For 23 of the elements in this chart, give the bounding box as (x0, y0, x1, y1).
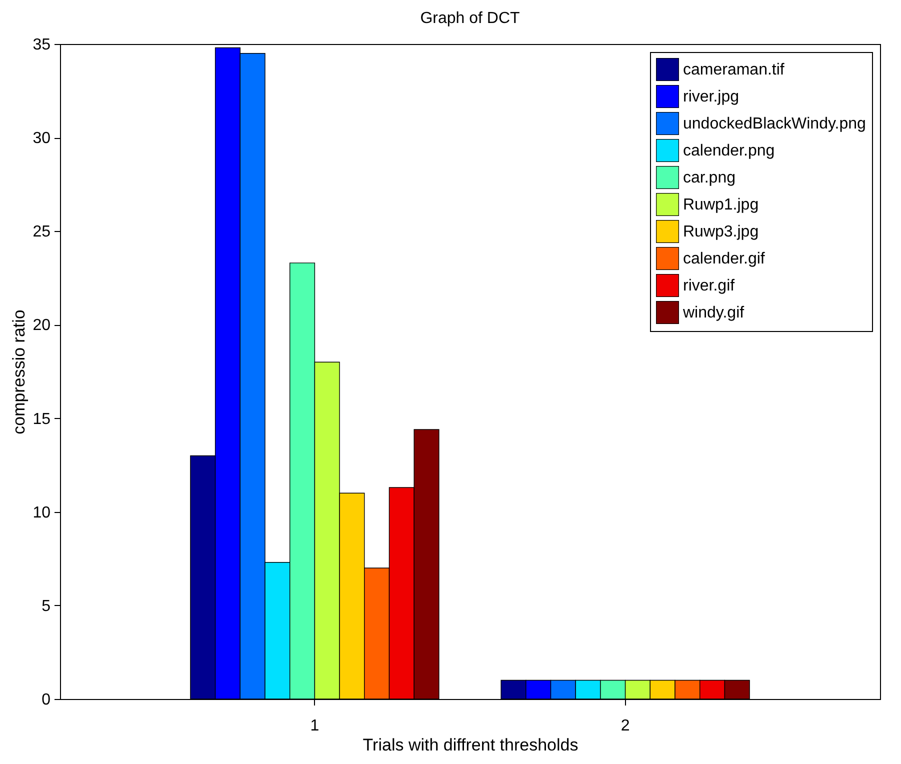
y-tick-label: 35 (32, 36, 51, 54)
y-tick-label: 30 (32, 130, 51, 148)
y-tick-label: 0 (42, 692, 51, 708)
legend-label: car.png (683, 170, 736, 186)
legend-label: Ruwp3.jpg (683, 224, 759, 240)
x-axis-title: Trials with diffrent thresholds (362, 736, 578, 754)
legend-label: calender.png (683, 142, 775, 160)
y-tick-label: 15 (32, 410, 51, 428)
chart-title: Graph of DCT (420, 10, 520, 27)
y-axis-title: compressio ratio (10, 310, 29, 434)
legend-label: undockedBlackWindy.png (683, 116, 866, 132)
legend-label: cameraman.tif (683, 62, 785, 78)
y-tick-label: 10 (32, 504, 51, 522)
legend-label: windy.gif (682, 304, 745, 322)
legend-label: river.jpg (683, 88, 740, 106)
y-tick-label: 20 (32, 317, 51, 334)
x-tick-label: 2 (620, 718, 630, 734)
legend-label: calender.gif (683, 250, 766, 268)
y-tick-label: 25 (32, 224, 51, 241)
legend-label: river.gif (683, 278, 736, 294)
legend-label: Ruwp1.jpg (683, 196, 759, 214)
y-tick-label: 5 (42, 598, 51, 615)
x-tick-label: 1 (310, 718, 320, 734)
